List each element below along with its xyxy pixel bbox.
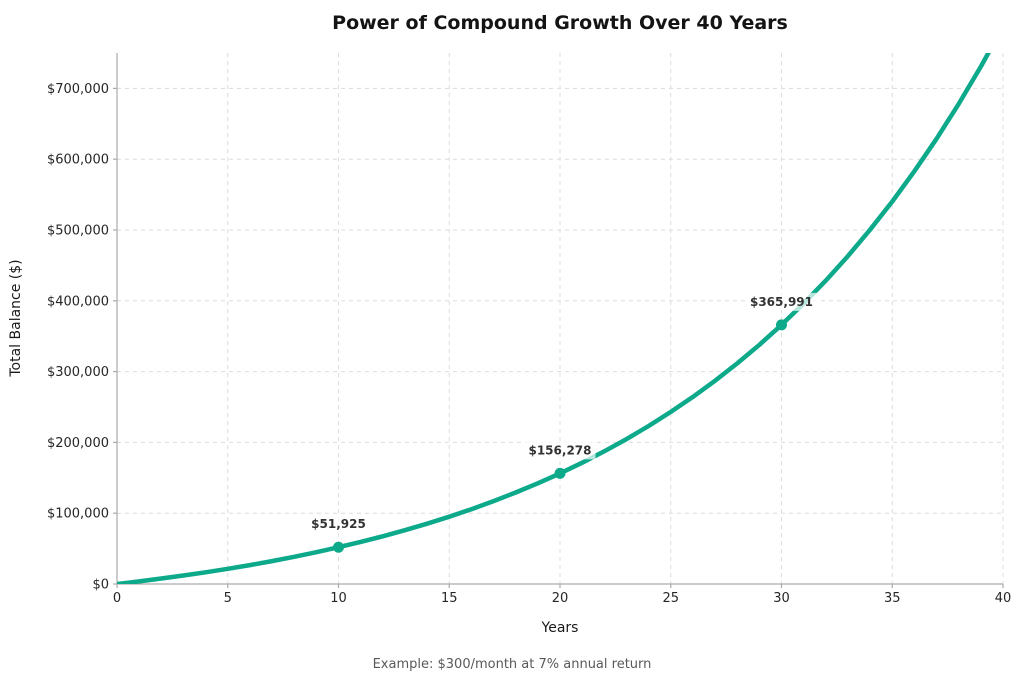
x-tick-label: 0 [113,591,121,606]
y-tick-label: $0 [92,578,109,593]
chart-caption: Example: $300/month at 7% annual return [373,657,652,672]
y-axis-label: Total Balance ($) [8,259,24,377]
annotation-bbox [745,292,818,311]
y-tick-label: $700,000 [47,82,109,97]
x-tick-label: 40 [995,591,1012,606]
data-point-marker [776,319,787,331]
x-tick-label: 10 [330,591,347,606]
chart-title: Power of Compound Growth Over 40 Years [332,12,788,34]
value-annotation: $51,925 [311,517,366,531]
x-tick-label: 25 [662,591,679,606]
y-tick-label: $200,000 [47,436,109,451]
x-tick-label: 20 [552,591,569,606]
plot-gridlines [116,53,1004,585]
data-point-marker [554,467,566,479]
y-tick-label: $500,000 [47,224,109,239]
value-annotation: $156,278 [528,443,591,457]
y-tick-label: $600,000 [47,153,109,168]
point-annotations: $51,925 $156,278 $365,991 [307,292,818,534]
y-tick-label: $300,000 [47,365,109,380]
x-axis-ticks: 0 5 10 15 20 25 30 35 40 [113,584,1011,606]
x-tick-label: 5 [224,591,232,606]
x-tick-label: 15 [441,591,458,606]
x-tick-label: 30 [773,591,790,606]
growth-line-series [117,53,991,584]
x-axis-label: Years [541,620,579,636]
annotation-bbox [524,441,596,460]
y-tick-label: $400,000 [47,294,109,309]
data-point-marker [333,541,344,553]
y-tick-label: $100,000 [47,507,109,522]
annotation-bbox [307,515,370,534]
value-annotation: $365,991 [750,295,813,309]
x-tick-label: 35 [884,591,901,606]
y-axis-ticks: $0 $100,000 $200,000 $300,000 $400,000 $500,0… [47,82,117,593]
